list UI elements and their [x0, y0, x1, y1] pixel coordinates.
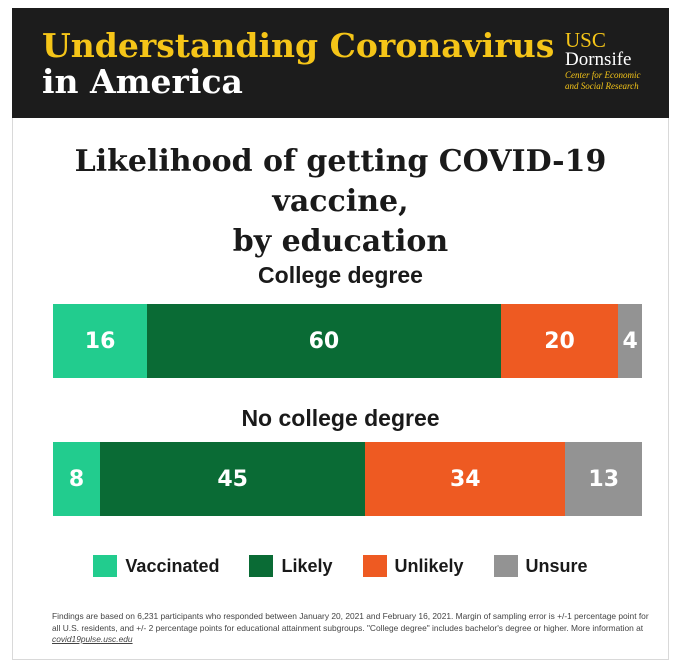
- bar-segment-college-likely: 60: [147, 304, 501, 378]
- bar-segment-no-college-unsure: 13: [565, 442, 642, 516]
- data-label-college-unlikely: 20: [544, 328, 575, 354]
- footnote-link[interactable]: covid19pulse.usc.edu: [52, 634, 133, 644]
- legend-item-unlikely: Unlikely: [362, 555, 464, 577]
- chart-title: Likelihood of getting COVID-19 vaccine, …: [12, 142, 669, 262]
- header-title-line1: Understanding Coronavirus: [42, 26, 555, 65]
- legend-swatch-likely: [249, 555, 274, 577]
- bar-college-degree: 16 60 20 4: [53, 304, 642, 378]
- bar-no-college-degree: 8 45 34 13: [53, 442, 642, 516]
- legend-item-vaccinated: Vaccinated: [93, 555, 219, 577]
- bar-segment-college-unsure: 4: [618, 304, 642, 378]
- data-label-no-college-unsure: 13: [588, 466, 620, 492]
- bar-segment-college-vaccinated: 16: [53, 304, 148, 378]
- chart-title-line2: by education: [232, 224, 449, 259]
- legend-label-unsure: Unsure: [525, 555, 588, 576]
- logo-dornsife-text: Dornsife: [565, 49, 632, 70]
- data-label-no-college-vaccinated: 8: [68, 466, 85, 492]
- group-title-no-college: No college degree: [241, 405, 440, 431]
- data-label-no-college-likely: 45: [217, 466, 248, 492]
- chart-legend: Vaccinated Likely Unlikely Unsure: [12, 554, 669, 578]
- logo-subtitle-line2: and Social Research: [565, 81, 639, 91]
- legend-label-vaccinated: Vaccinated: [125, 555, 220, 576]
- legend-item-likely: Likely: [249, 555, 333, 577]
- data-label-college-vaccinated: 16: [84, 328, 116, 354]
- legend-swatch-unlikely: [362, 555, 387, 577]
- footnote: Findings are based on 6,231 participants…: [52, 611, 652, 646]
- data-label-no-college-unlikely: 34: [449, 466, 481, 492]
- group-title-college: College degree: [258, 262, 423, 288]
- bar-segment-college-unlikely: 20: [500, 304, 619, 378]
- bar-segment-no-college-likely: 45: [100, 442, 366, 516]
- legend-item-unsure: Unsure: [493, 555, 588, 577]
- chart-title-line1: Likelihood of getting COVID-19 vaccine,: [74, 144, 607, 219]
- logo-subtitle-line1: Center for Economic: [565, 70, 641, 80]
- header-banner: Understanding Coronavirus in America USC…: [12, 8, 669, 118]
- header-title-line2: in America: [42, 62, 243, 101]
- bar-segment-no-college-vaccinated: 8: [53, 442, 101, 516]
- usc-dornsife-logo: USC Dornsife Center for Economic and Soc…: [565, 30, 651, 92]
- data-label-college-unsure: 4: [622, 328, 638, 354]
- legend-label-unlikely: Unlikely: [394, 555, 464, 576]
- footnote-text: Findings are based on 6,231 participants…: [52, 611, 649, 633]
- logo-usc-text: USC: [565, 28, 606, 52]
- legend-swatch-unsure: [493, 555, 518, 577]
- legend-swatch-vaccinated: [93, 555, 118, 577]
- bar-segment-no-college-unlikely: 34: [365, 442, 566, 516]
- header-title: Understanding Coronavirus in America: [42, 28, 554, 100]
- legend-label-likely: Likely: [281, 555, 333, 576]
- data-label-college-likely: 60: [308, 328, 340, 354]
